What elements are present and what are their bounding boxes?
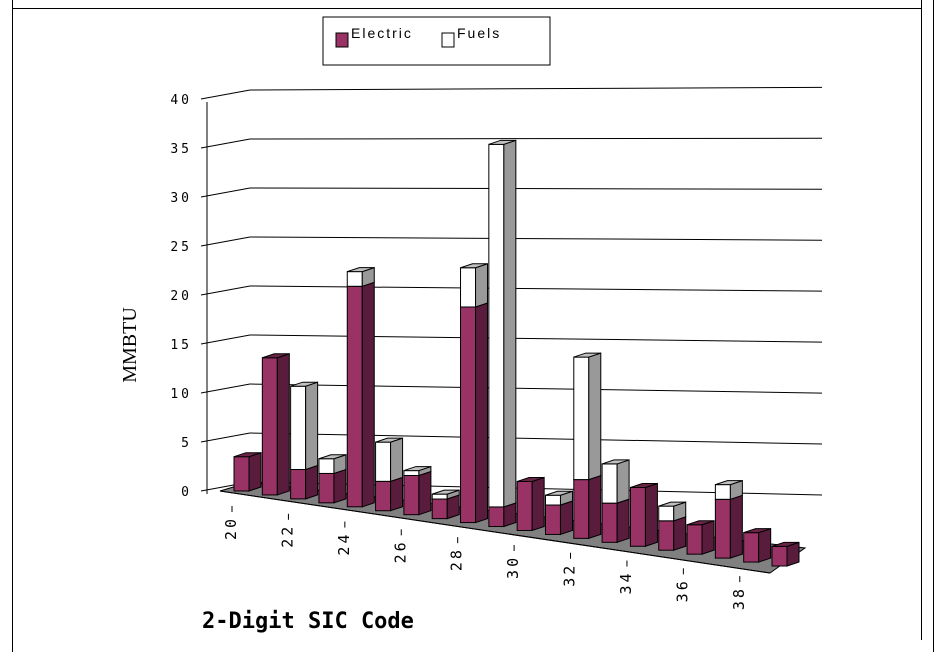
gridline — [249, 334, 823, 343]
bar-electric — [573, 474, 602, 540]
x-tick-label: 24 — [335, 532, 353, 556]
bar-electric — [346, 281, 375, 508]
bar-electric — [686, 520, 715, 555]
gridline — [249, 86, 823, 91]
bar-electric — [544, 500, 573, 536]
bar-fuels — [375, 437, 404, 483]
gridline-side — [200, 236, 251, 247]
y-tick-label: 30 — [170, 191, 192, 206]
frame-top-border — [12, 8, 922, 9]
bar-electric — [658, 516, 687, 551]
bar-electric — [601, 498, 630, 544]
gridline — [249, 187, 823, 190]
x-tick-label: 34 — [617, 570, 635, 594]
x-axis-label: 2-Digit SIC Code — [202, 609, 414, 634]
bars — [233, 139, 800, 567]
y-tick-label: 10 — [170, 387, 192, 402]
bar-fuels — [658, 501, 687, 522]
bar-fuels — [460, 263, 489, 308]
gridline — [249, 236, 823, 241]
bar-electric — [771, 541, 800, 567]
y-tick-label: 0 — [181, 485, 192, 500]
gridline — [249, 137, 823, 140]
bar-fuels — [573, 352, 602, 481]
bar-electric — [743, 527, 772, 563]
bar-fuels — [488, 139, 517, 508]
bar-fuels — [431, 489, 460, 500]
x-tick-label: 28 — [448, 547, 466, 571]
gridline-side — [200, 187, 251, 198]
bar-electric — [403, 470, 432, 516]
bar-electric — [233, 452, 262, 492]
legend-swatch-electric — [335, 32, 349, 48]
bar-electric — [375, 476, 404, 512]
bar-fuels — [290, 381, 319, 471]
legend-label-fuels: Fuels — [457, 25, 501, 41]
x-tick-label: 32 — [561, 563, 579, 587]
gridline — [249, 285, 823, 292]
bar-electric — [261, 353, 290, 496]
x-tick-label: 26 — [391, 539, 409, 563]
gridline-side — [200, 334, 251, 345]
gridline — [249, 432, 823, 445]
y-tick-label: 5 — [181, 436, 192, 451]
bar-fuels — [544, 490, 573, 506]
legend-label-electric: Electric — [351, 25, 413, 41]
bar-electric — [629, 482, 658, 547]
gridline-side — [200, 432, 251, 443]
bar-fuels — [318, 454, 347, 475]
x-axis-line — [219, 490, 771, 574]
y-tick-labels: 0 5 10 15 20 25 30 35 40 — [170, 93, 192, 500]
y-tick-label: 40 — [170, 93, 192, 108]
bar-electric — [516, 476, 545, 532]
gridline-side — [200, 383, 251, 394]
bar-electric — [714, 494, 743, 559]
gridline-side — [200, 285, 251, 296]
gridline-side — [200, 89, 251, 100]
y-tick-label: 35 — [170, 142, 192, 157]
legend-box — [322, 16, 551, 66]
y-axis-label: MMBTU — [119, 307, 141, 383]
x-tick-label: 22 — [278, 524, 296, 548]
y-tick-label: 25 — [170, 240, 192, 255]
legend-swatch-fuels — [441, 32, 455, 48]
x-tick-labels: 20 22 24 26 28 30 32 34 36 38 — [219, 490, 771, 610]
bar-electric — [290, 464, 319, 500]
gridline — [249, 383, 823, 394]
bar-fuels — [403, 465, 432, 477]
y-tick-label: 20 — [170, 289, 192, 304]
bar-fuels — [601, 459, 630, 504]
frame-right-border — [921, 0, 922, 640]
x-tick-label: 20 — [222, 516, 240, 540]
x-tick-label: 38 — [730, 586, 748, 610]
legend: Electric Fuels — [322, 16, 551, 66]
x-tick-label: 30 — [504, 555, 522, 579]
y-tick-label: 15 — [170, 338, 192, 353]
bar-fuels — [714, 479, 743, 500]
x-tick-label: 36 — [673, 578, 691, 602]
bar-electric — [460, 302, 489, 524]
gridline-side — [200, 138, 251, 149]
bar-electric — [318, 468, 347, 504]
bar-fuels — [346, 266, 375, 287]
